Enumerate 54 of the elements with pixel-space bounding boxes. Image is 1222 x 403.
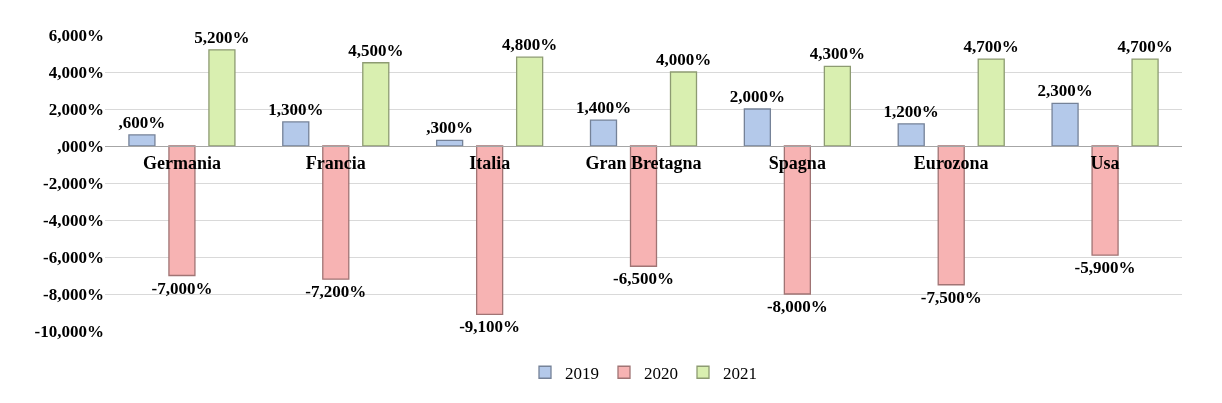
x-tick-label: Italia	[469, 152, 511, 173]
y-tick-label: 4,000%	[48, 62, 104, 82]
data-label: 5,200%	[194, 27, 250, 47]
bar	[897, 123, 925, 147]
data-label: 1,200%	[883, 101, 939, 121]
x-tick-label: Spagna	[768, 152, 826, 173]
bar	[1091, 145, 1119, 256]
x-tick-label: Eurozona	[913, 152, 989, 173]
y-tick-label: -2,000%	[43, 173, 104, 193]
bar	[589, 119, 618, 147]
data-label: 4,300%	[809, 44, 865, 64]
data-label: 1,400%	[575, 98, 632, 118]
legend-label: 2020	[644, 363, 678, 383]
bar	[743, 108, 772, 147]
bar	[1051, 102, 1079, 147]
y-tick-label: -10,000%	[34, 321, 104, 341]
data-label: 2,300%	[1037, 81, 1093, 101]
y-tick-label: -4,000%	[43, 210, 104, 230]
bar	[362, 62, 390, 147]
data-label: -9,100%	[459, 317, 521, 337]
data-label: 2,000%	[729, 87, 785, 106]
data-label: -7,200%	[305, 282, 367, 302]
data-label: ,300%	[426, 118, 474, 138]
data-label: 4,500%	[348, 40, 404, 60]
y-tick-label: ,000%	[57, 136, 104, 156]
bar	[977, 58, 1005, 147]
bar	[208, 49, 236, 147]
bar	[282, 121, 310, 147]
y-tick-label: -8,000%	[43, 284, 104, 304]
data-label: 4,800%	[502, 35, 558, 55]
legend-label: 2019	[565, 363, 599, 383]
x-tick-label: Germania	[142, 152, 221, 173]
legend-label: 2021	[723, 363, 757, 383]
data-label: -8,000%	[766, 297, 828, 316]
y-tick-label: 6,000%	[48, 25, 104, 45]
x-tick-label: Gran Bretagna	[585, 152, 702, 173]
data-label: 4,700%	[963, 37, 1019, 57]
x-tick-label: Usa	[1090, 152, 1120, 173]
x-tick-label: Francia	[305, 152, 366, 173]
data-label: -5,900%	[1074, 258, 1136, 278]
y-tick-label: 2,000%	[48, 99, 104, 119]
bar	[823, 65, 852, 147]
bar	[128, 134, 156, 147]
data-label: 4,700%	[1117, 37, 1173, 57]
bar	[669, 71, 698, 147]
data-label: 1,300%	[268, 99, 324, 119]
data-label: -6,500%	[613, 269, 674, 289]
data-label: 4,000%	[655, 50, 712, 69]
data-label: ,600%	[118, 112, 166, 132]
y-tick-label: -6,000%	[43, 247, 104, 267]
bar	[515, 56, 544, 147]
data-label: -7,500%	[920, 287, 982, 307]
data-label: -7,000%	[151, 278, 213, 298]
bar	[1131, 58, 1159, 147]
